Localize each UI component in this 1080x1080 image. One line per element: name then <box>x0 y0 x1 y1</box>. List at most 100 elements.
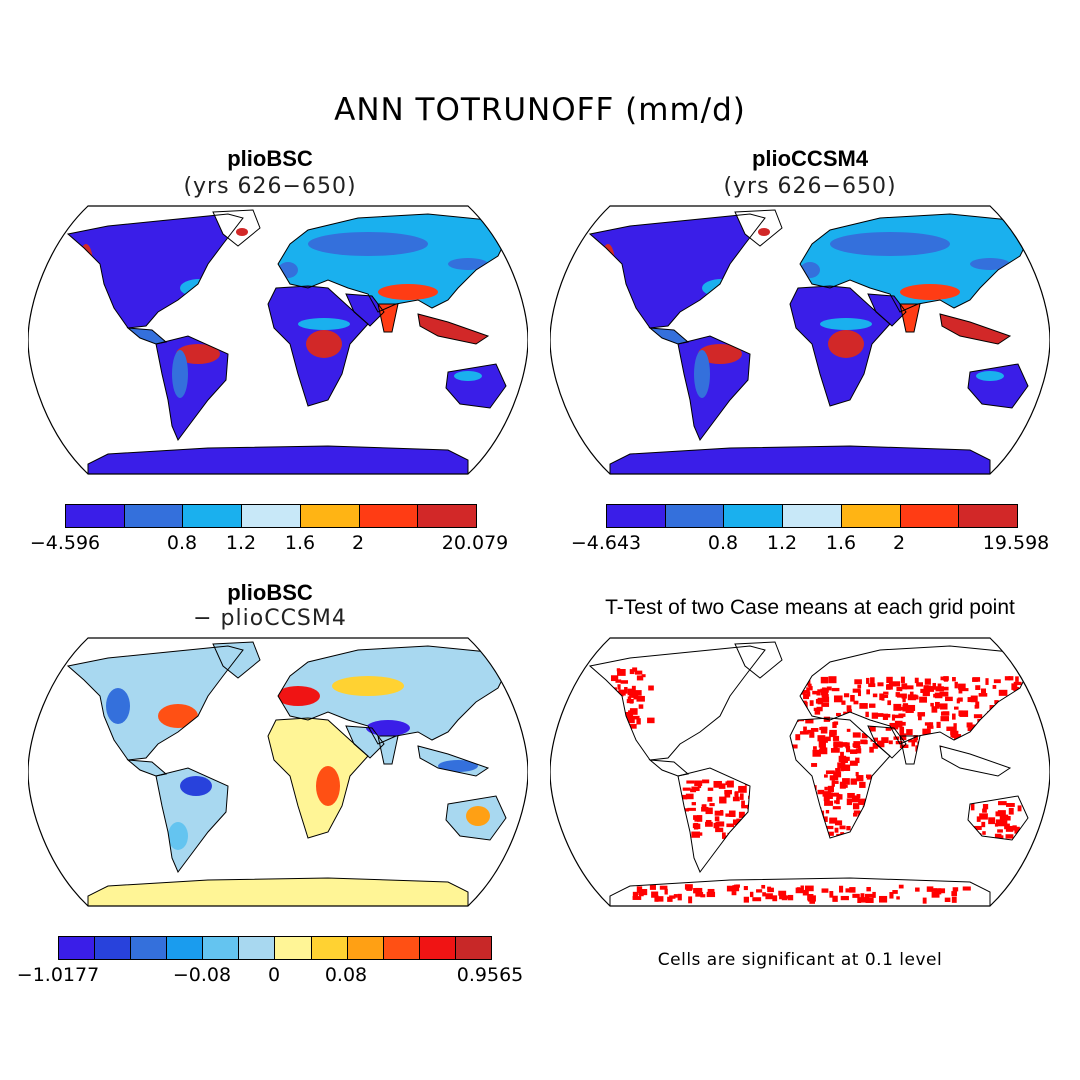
significant-cell <box>1005 825 1014 832</box>
coastline <box>66 213 244 329</box>
significant-cell <box>915 887 920 892</box>
significant-cell <box>627 688 634 696</box>
significant-cell <box>859 703 868 709</box>
significant-cell <box>952 887 959 892</box>
significant-cell <box>914 677 919 684</box>
significant-cell <box>749 891 754 898</box>
significant-cell <box>695 891 704 897</box>
significant-cell <box>846 825 851 831</box>
landmass-camerica <box>128 760 166 776</box>
significant-cell <box>841 700 846 705</box>
significant-cell <box>799 731 809 735</box>
difference-region <box>366 720 410 736</box>
significant-cell <box>959 710 969 717</box>
significant-cell <box>725 813 734 817</box>
significant-cell <box>958 687 963 694</box>
colorbar-segment <box>311 937 348 959</box>
significant-cell <box>916 682 924 687</box>
significant-cell <box>889 892 894 899</box>
coastline <box>155 767 229 873</box>
significant-cell <box>695 887 703 894</box>
significant-cell <box>715 821 721 827</box>
significant-cell <box>820 726 828 734</box>
significant-cell <box>961 688 969 692</box>
significant-cell <box>942 676 949 681</box>
map-panel1-content <box>28 205 528 475</box>
significant-cell <box>852 893 860 898</box>
landmass-namerica <box>68 646 243 760</box>
landmass-antarctica <box>610 446 990 474</box>
significant-cell <box>686 780 695 784</box>
significant-cell <box>842 742 848 747</box>
significant-cell <box>932 682 937 688</box>
significant-cell <box>682 808 690 812</box>
significant-cell <box>638 704 644 709</box>
significant-cell <box>807 729 815 734</box>
significant-cell <box>823 794 830 802</box>
significant-cell <box>942 711 950 716</box>
coastline <box>799 645 1031 745</box>
runoff-region <box>308 232 428 256</box>
significant-cell <box>896 896 900 900</box>
significant-cell <box>795 734 801 741</box>
colorbar-segment <box>607 505 666 527</box>
significant-cell <box>636 718 641 725</box>
colorbar2-label: 2 <box>892 532 906 554</box>
significant-cell <box>696 823 701 830</box>
significant-cell <box>974 825 982 830</box>
colorbar3-label: 0.08 <box>324 964 368 986</box>
colorbar-segment <box>59 937 96 959</box>
significant-cell <box>617 684 621 690</box>
significant-cell <box>806 687 810 693</box>
significant-cell <box>1012 686 1020 691</box>
significant-cell <box>738 811 745 818</box>
significant-cell <box>841 764 851 772</box>
significant-cell <box>656 896 664 902</box>
significant-cell <box>869 725 876 732</box>
landmass-camerica <box>128 328 166 344</box>
significant-cell <box>628 718 635 724</box>
significant-cell <box>855 771 859 777</box>
significant-cell <box>833 771 842 778</box>
significant-cell <box>888 740 893 745</box>
significant-cell <box>636 695 645 702</box>
significant-cell <box>958 683 966 690</box>
significant-cell <box>833 695 843 703</box>
colorbar-panel1 <box>65 504 477 528</box>
coastline <box>212 209 261 247</box>
landmass-namerica <box>68 214 243 328</box>
panel2-title: plioCCSM4 <box>751 146 869 171</box>
significant-cell <box>659 885 668 890</box>
significant-cell <box>825 809 830 814</box>
significant-cell <box>667 896 673 902</box>
significant-cell <box>1000 820 1008 825</box>
significant-cell <box>854 679 862 685</box>
significant-cell <box>899 721 906 726</box>
significant-cell <box>876 713 884 717</box>
significant-cell <box>726 780 734 788</box>
significant-cell <box>813 746 817 750</box>
panel1-subtitle: (yrs 626−650) <box>183 174 357 199</box>
significant-cell <box>855 748 862 754</box>
significant-cell <box>820 676 829 684</box>
panel1-title: plioBSC <box>227 146 313 171</box>
significant-cell <box>838 755 847 763</box>
significant-cell <box>872 743 878 749</box>
significant-cell <box>859 781 866 788</box>
significant-cell <box>687 807 696 811</box>
significant-cell <box>888 725 897 729</box>
significant-cell <box>922 689 930 697</box>
significant-cell <box>705 819 712 827</box>
coastline <box>939 313 1012 345</box>
significant-cell <box>895 692 900 697</box>
significant-cell <box>869 746 874 753</box>
significant-cell <box>822 696 830 703</box>
significant-cell <box>639 890 644 897</box>
significant-cell <box>944 897 951 903</box>
significant-cell <box>829 775 839 781</box>
significant-cell <box>911 694 918 699</box>
significant-cell <box>632 667 638 672</box>
significant-cell <box>832 895 838 902</box>
significant-cell <box>701 806 709 812</box>
coastline <box>799 213 1031 313</box>
